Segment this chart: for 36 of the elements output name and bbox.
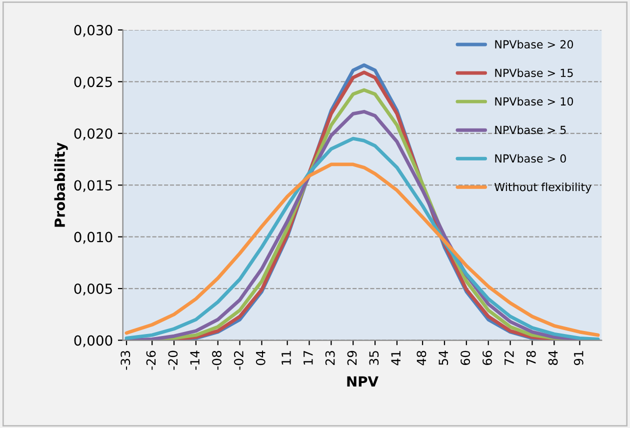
- x-tick-label: 78: [526, 350, 536, 365]
- y-tick-label: 0,015: [74, 180, 112, 192]
- y-tick-label: 0,000: [74, 335, 112, 348]
- x-tick-label: 84: [548, 350, 558, 366]
- y-axis-title: Probability: [54, 142, 68, 227]
- x-tick-label: 72: [504, 351, 514, 365]
- x-axis-title: NPV: [347, 376, 378, 387]
- legend-label: NPVbase > 5: [495, 126, 566, 134]
- y-tick-label: 0,005: [74, 284, 112, 296]
- x-tick-label: -26: [146, 350, 156, 370]
- y-tick-label: 0,030: [74, 24, 112, 37]
- x-tick-label: 04: [256, 350, 266, 366]
- legend-label: NPVbase > 0: [495, 154, 566, 163]
- x-tick-label: 29: [347, 350, 357, 365]
- y-tick-label: 0,025: [74, 76, 112, 89]
- legend-label: NPVbase > 15: [495, 68, 573, 78]
- x-tick-label: 54: [438, 350, 448, 365]
- x-tick-label: -02: [234, 351, 244, 370]
- legend-label: NPVbase > 20: [495, 40, 574, 49]
- x-tick-label: 41: [391, 351, 400, 366]
- x-tick-label: 48: [416, 350, 426, 366]
- x-tick-label: 35: [369, 351, 379, 365]
- y-tick-label: 0,010: [74, 232, 112, 244]
- x-tick-label: 66: [482, 350, 492, 366]
- legend-label: NPVbase > 10: [495, 97, 574, 106]
- legend-label: Without flexibility: [494, 182, 592, 194]
- x-tick-label: 60: [460, 350, 470, 366]
- x-tick-label: -20: [168, 350, 178, 370]
- x-tick-label: 11: [282, 351, 291, 365]
- x-tick-label: 91: [574, 351, 584, 366]
- x-tick-label: -33: [120, 350, 130, 370]
- x-tick-label: 17: [304, 351, 313, 365]
- y-tick-label: 0,020: [74, 128, 112, 140]
- x-tick-label: 23: [325, 350, 335, 365]
- x-tick-label: -08: [212, 350, 222, 370]
- x-tick-label: -14: [190, 350, 200, 370]
